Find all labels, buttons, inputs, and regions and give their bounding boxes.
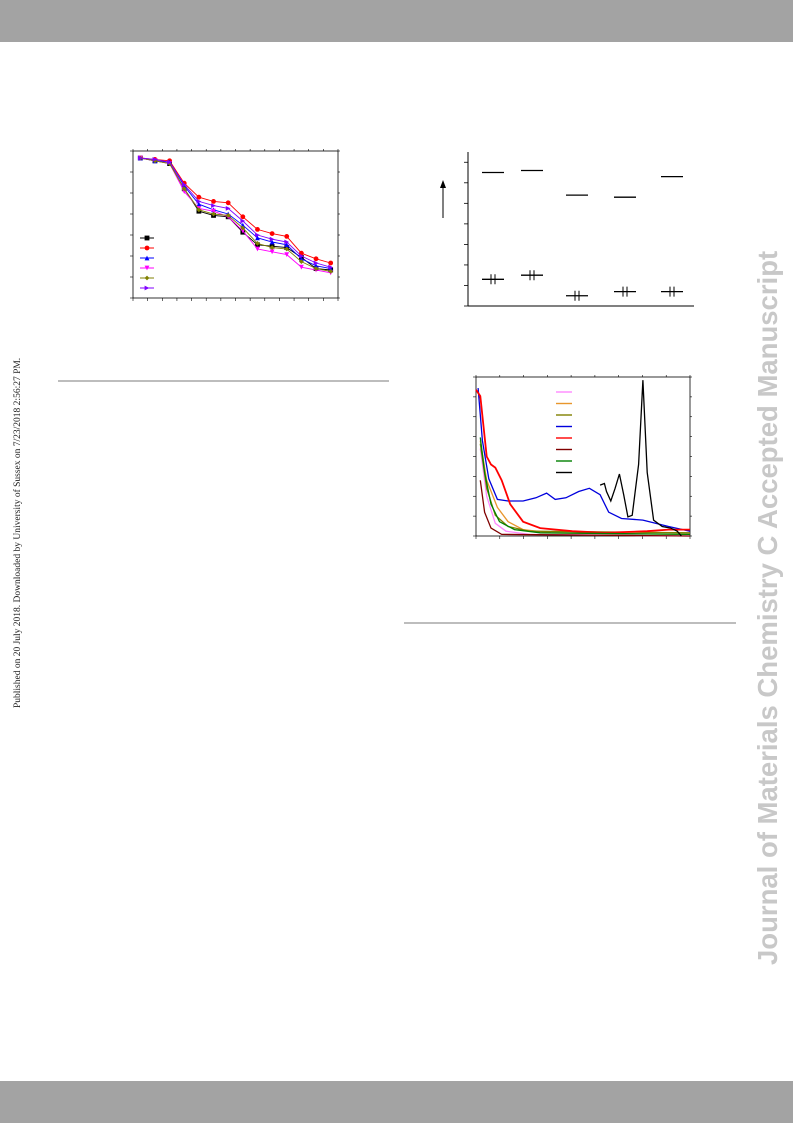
chart1-data-point <box>328 266 334 271</box>
chart1-data-point <box>269 245 275 250</box>
chart1-legend-entry <box>140 265 154 271</box>
chart1-data-point <box>255 246 260 252</box>
chart1-data-point <box>211 203 216 208</box>
chart-decay-curves <box>130 149 340 301</box>
chart1-series-1 <box>137 155 334 273</box>
section-rule-right <box>404 622 736 624</box>
chart2-level-column-1 <box>482 171 504 285</box>
chart3-series-4 <box>477 388 691 532</box>
chart1-data-point <box>211 199 216 204</box>
chart1-data-point <box>298 259 304 264</box>
chart1-series-line <box>140 157 331 264</box>
chart2-level-column-2 <box>521 169 543 281</box>
download-notice: Published on 20 July 2018. Downloaded by… <box>13 308 25 708</box>
chart1-data-point <box>137 155 143 161</box>
chart3-series-3 <box>479 443 691 534</box>
chart1-data-point <box>196 194 202 200</box>
chart1-data-point <box>328 269 334 274</box>
chart1-series-line <box>140 157 331 272</box>
chart1-data-point <box>269 239 275 245</box>
journal-watermark-text: Journal of Materials Chemistry C Accepte… <box>752 250 783 965</box>
chart1-data-point <box>240 218 246 224</box>
chart1-data-point <box>313 266 319 271</box>
chart1-data-point <box>255 235 260 241</box>
chart3-series-7 <box>479 437 691 536</box>
chart1-data-point <box>269 236 275 242</box>
chart1-data-point <box>269 231 275 236</box>
chart-spectra <box>473 375 692 539</box>
chart1-data-point <box>211 211 216 217</box>
chart3-series-6 <box>479 480 691 537</box>
chart1-legend-entry <box>140 285 154 291</box>
chart1-data-point <box>167 159 173 165</box>
chart3-series-5 <box>475 389 690 534</box>
chart1-legend-marker <box>144 235 150 241</box>
chart1-data-point <box>328 260 334 266</box>
chart1-series-6 <box>137 155 334 270</box>
chart1-data-point <box>225 213 231 218</box>
chart1-data-point <box>240 214 246 220</box>
chart1-data-point <box>181 186 187 192</box>
chart1-data-point <box>196 201 202 207</box>
chart1-series-2 <box>137 155 334 266</box>
chart3-series-1 <box>479 448 691 537</box>
chart1-series-line <box>140 157 331 268</box>
chart1-legend-entry <box>140 235 154 241</box>
chart3-series-8 <box>599 380 682 537</box>
chart1-data-point <box>225 206 231 211</box>
chart1-legend-entry <box>140 255 154 261</box>
chart1-data-point <box>196 199 202 204</box>
chart-energy-levels <box>440 152 694 307</box>
chart1-data-point <box>313 260 319 266</box>
chart1-data-point <box>298 253 304 259</box>
chart1-data-point <box>255 241 260 246</box>
chart1-data-point <box>298 264 304 270</box>
chart1-legend-marker <box>144 265 150 271</box>
chart1-data-point <box>284 252 290 257</box>
chart1-legend-marker <box>144 285 150 291</box>
chart1-data-point <box>284 239 290 245</box>
chart2-energy-arrow-head <box>440 180 446 188</box>
chart1-data-point <box>269 249 275 255</box>
chart3-frame <box>475 376 691 537</box>
chart1-data-point <box>328 264 334 270</box>
chart1-data-point <box>152 157 158 162</box>
section-rule-left <box>58 380 389 382</box>
download-notice-text: Published on 20 July 2018. Downloaded by… <box>13 357 23 708</box>
chart1-legend-entry <box>140 275 154 281</box>
chart1-legend-marker <box>144 255 150 261</box>
chart1-data-point <box>284 234 290 239</box>
chart1-data-point <box>181 182 187 187</box>
chart1-data-point <box>211 208 216 214</box>
chart1-data-point <box>284 242 290 248</box>
chart1-legend-marker <box>144 245 150 251</box>
bottom-footer-band <box>0 1081 793 1123</box>
chart1-data-point <box>313 263 319 269</box>
chart2-level-column-4 <box>614 196 636 297</box>
chart2-level-column-3 <box>566 194 588 301</box>
chart1-legend-entry <box>140 245 154 251</box>
chart1-data-point <box>255 232 260 238</box>
top-header-band <box>0 0 793 42</box>
chart1-legend-marker <box>144 275 150 281</box>
chart1-data-point <box>313 256 319 262</box>
chart3-series-2 <box>479 440 691 536</box>
chart1-data-point <box>240 225 246 231</box>
chart1-data-point <box>255 227 260 232</box>
chart2-level-column-5 <box>661 175 683 297</box>
journal-watermark: Journal of Materials Chemistry C Accepte… <box>752 160 792 970</box>
chart1-data-point <box>225 200 231 206</box>
